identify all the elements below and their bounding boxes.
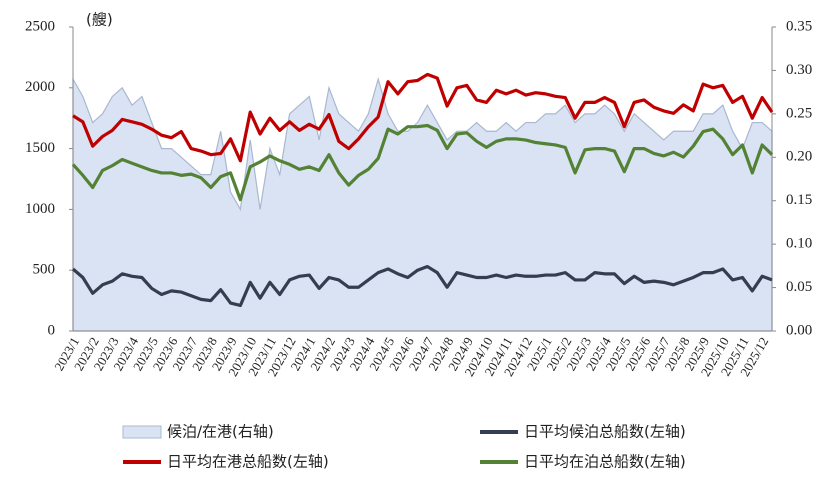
line bbox=[72, 72, 774, 163]
y-tick-label: 1000 bbox=[25, 201, 55, 217]
y2-tick-label: 0.10 bbox=[786, 236, 812, 252]
area bbox=[72, 76, 773, 332]
y-tick-label: 1500 bbox=[25, 140, 55, 156]
legend-label: 日平均在泊总船数(左轴) bbox=[524, 453, 686, 471]
y2-tick-label: 0.20 bbox=[786, 149, 812, 165]
y-tick-label: 2000 bbox=[25, 79, 55, 95]
line bbox=[71, 264, 773, 308]
y-tick-label: 2500 bbox=[25, 18, 55, 34]
legend-label: 日平均候泊总船数(左轴) bbox=[524, 423, 686, 441]
y-tick-label: 0 bbox=[48, 322, 56, 338]
legend-label: 候泊/在港(右轴) bbox=[167, 423, 274, 441]
y2-tick-label: 0.30 bbox=[786, 62, 812, 78]
legend-swatch bbox=[122, 425, 162, 439]
y-axis-label: (艘) bbox=[86, 11, 113, 29]
y2-tick-label: 0.05 bbox=[786, 279, 812, 295]
y-tick-label: 500 bbox=[33, 262, 56, 278]
line bbox=[71, 123, 774, 202]
legend-label: 日平均在港总船数(左轴) bbox=[167, 453, 329, 471]
y2-tick-label: 0.15 bbox=[786, 192, 812, 208]
y2-tick-label: 0.00 bbox=[786, 322, 812, 338]
y2-tick-label: 0.35 bbox=[786, 18, 812, 34]
y2-tick-label: 0.25 bbox=[786, 105, 812, 121]
